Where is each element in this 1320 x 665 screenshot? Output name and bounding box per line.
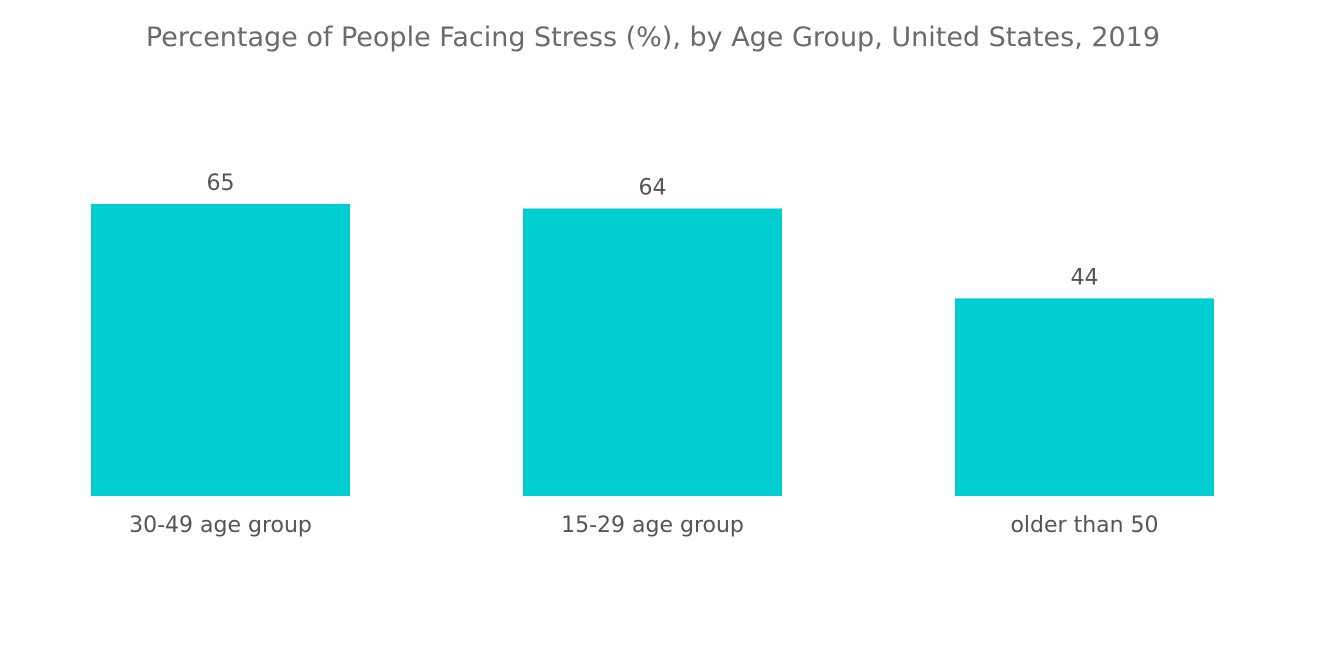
bar-value-label: 65 (207, 171, 235, 196)
bar-1 (91, 204, 350, 496)
bar-value-label: 64 (639, 175, 667, 200)
bar-2 (523, 208, 782, 496)
category-label: older than 50 (1010, 513, 1158, 538)
category-label: 15-29 age group (561, 513, 744, 538)
bar-value-label: 44 (1071, 265, 1099, 290)
bar-3 (955, 298, 1214, 496)
category-label: 30-49 age group (129, 513, 312, 538)
chart-title: Percentage of People Facing Stress (%), … (145, 22, 1161, 53)
